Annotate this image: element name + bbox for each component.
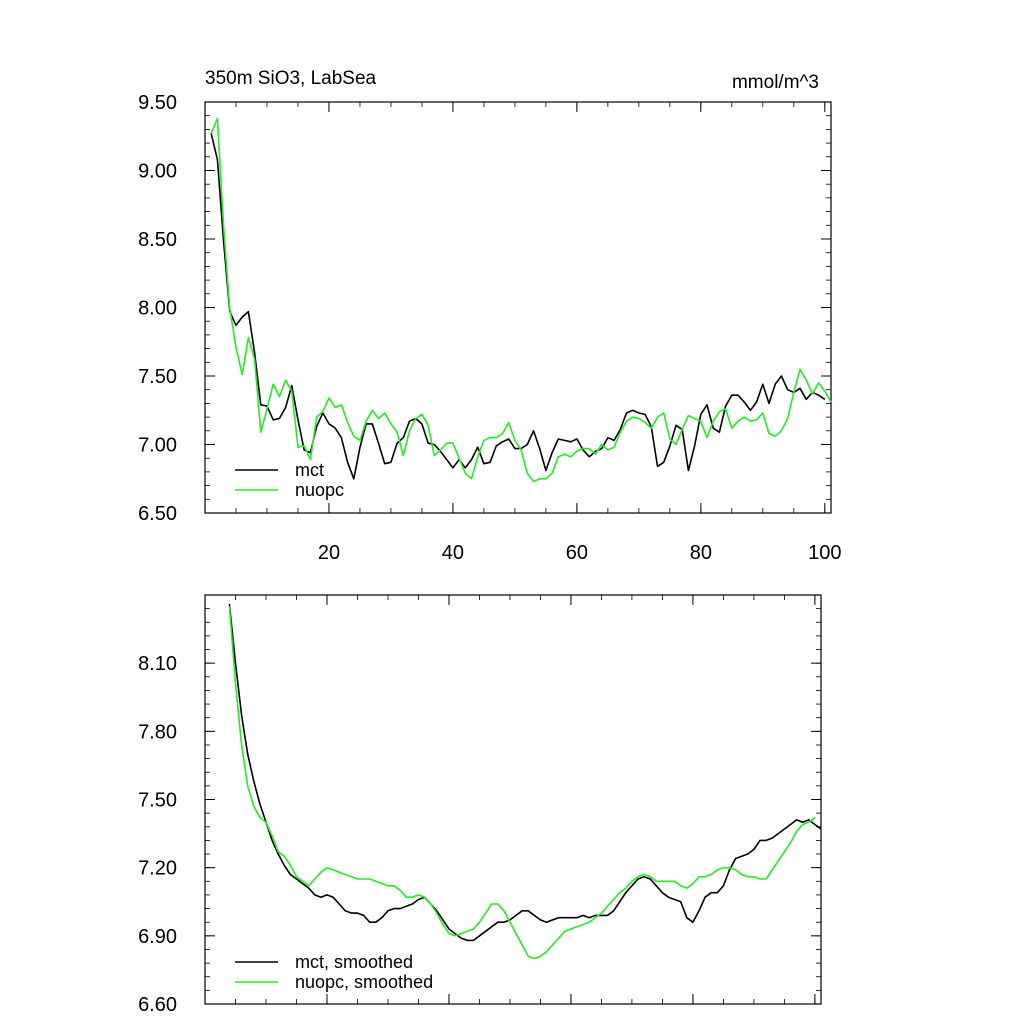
- y-tick-label: 8.10: [138, 653, 177, 675]
- series-line-mct-smoothed: [228, 604, 822, 942]
- plot-frame: [204, 594, 822, 1005]
- y-tick-label: 7.50: [138, 366, 177, 388]
- y-tick-label: 7.50: [138, 790, 177, 812]
- plot-frame: [204, 101, 832, 514]
- units-label: mmol/m^3: [732, 72, 819, 93]
- top-panel: 6.50 7.00 7.50 8.00 8.50 9.00 9.50 20 40 60 80 100 3…: [138, 68, 841, 564]
- x-tick-label: 60: [566, 542, 588, 564]
- chart-title: 350m SiO3, LabSea: [205, 68, 377, 89]
- y-tick-label: 6.50: [138, 503, 177, 525]
- x-tick-label: 100: [808, 542, 841, 564]
- y-tick-label: 9.00: [138, 161, 177, 183]
- y-tick-label: 6.60: [138, 994, 177, 1016]
- y-tick-label: 6.90: [138, 926, 177, 948]
- y-tick-label: 7.20: [138, 858, 177, 880]
- y-tick-label: 9.50: [138, 92, 177, 114]
- series-line-nuopc: [210, 117, 832, 483]
- series-line-nuopc-smoothed: [228, 606, 816, 960]
- y-tick-label: 7.00: [138, 435, 177, 457]
- legend-label: mct: [295, 460, 324, 480]
- x-tick-label: 40: [442, 542, 464, 564]
- legend-label: mct, smoothed: [295, 952, 413, 972]
- y-tick-label: 8.50: [138, 229, 177, 251]
- y-tick-label: 8.00: [138, 298, 177, 320]
- legend-label: nuopc: [295, 480, 344, 500]
- x-tick-label: 20: [318, 542, 340, 564]
- legend-label: nuopc, smoothed: [295, 972, 433, 992]
- y-tick-label: 7.80: [138, 721, 177, 743]
- bottom-panel: 6.60 6.90 7.20 7.50 7.80 8.10 mct, smoothednuo…: [138, 594, 822, 1016]
- x-tick-label: 80: [690, 542, 712, 564]
